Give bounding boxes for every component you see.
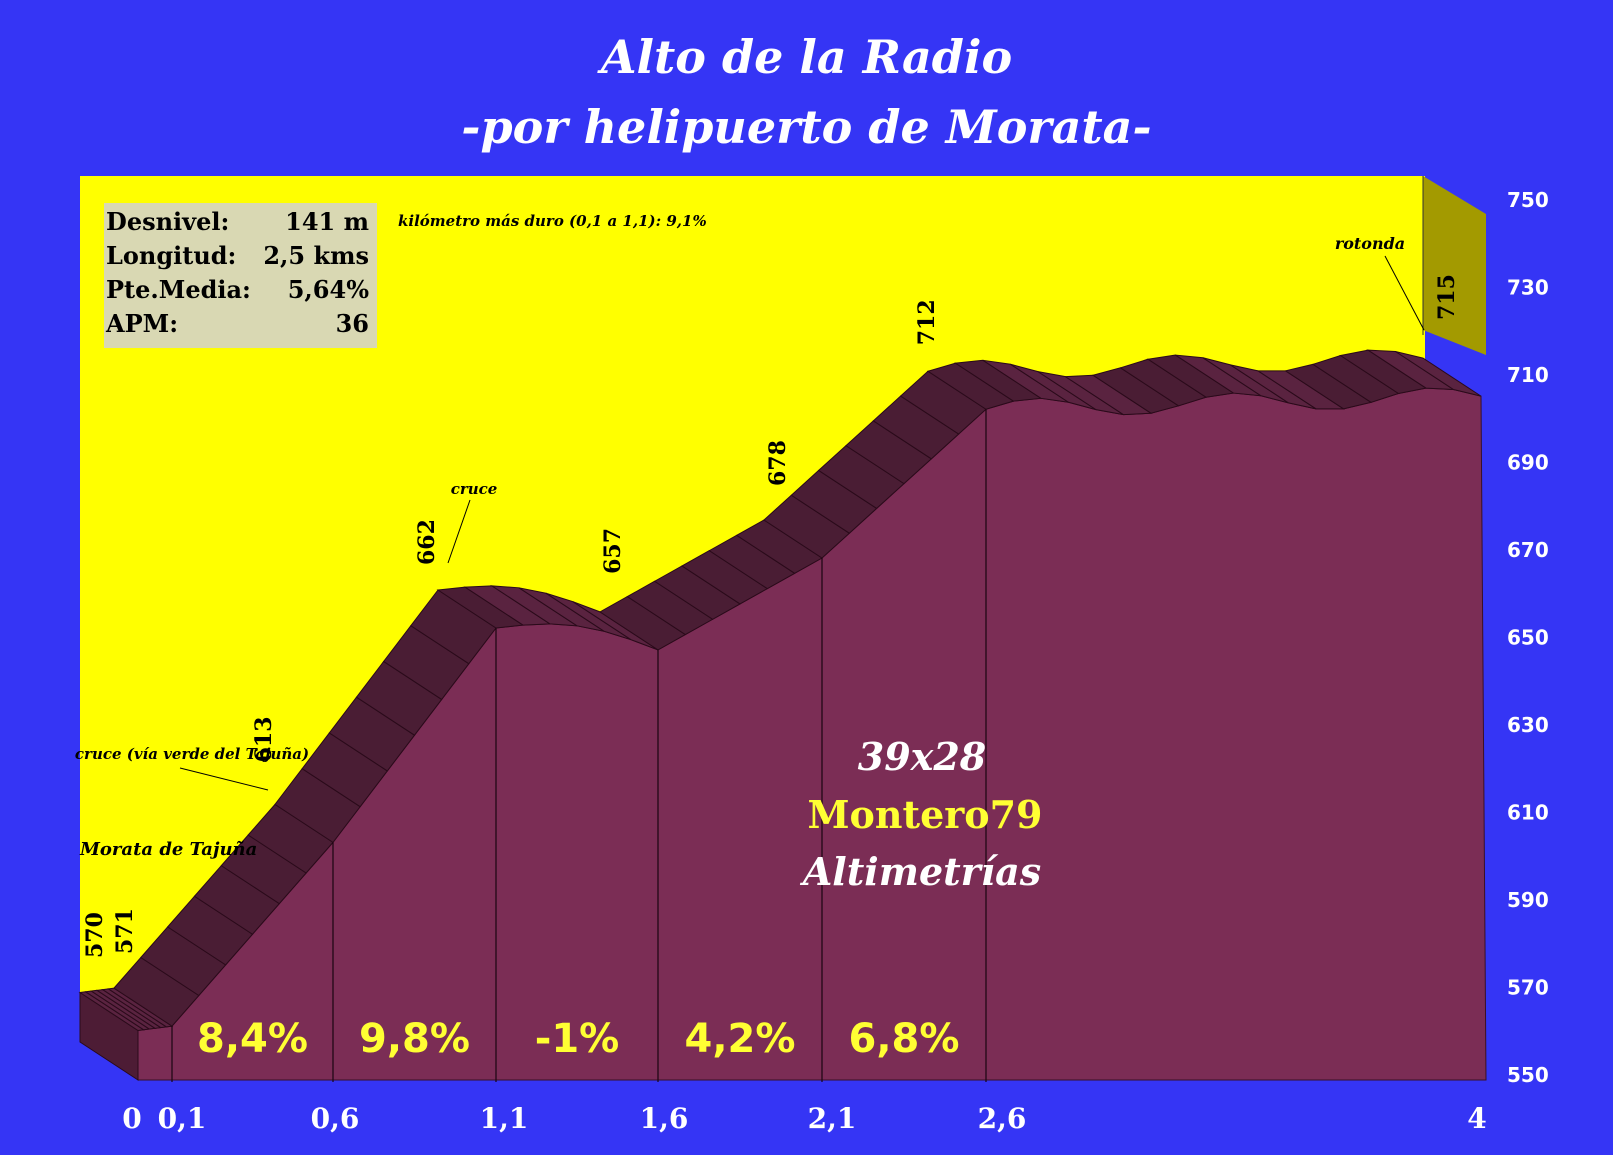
stat-value: 141 m xyxy=(285,207,369,236)
hardest-km-note: kilómetro más duro (0,1 a 1,1): 9,1% xyxy=(398,212,707,230)
stat-label: Pte.Media: xyxy=(106,275,251,304)
altitude-label: 570 xyxy=(82,912,108,958)
x-tick-label: 0,1 xyxy=(158,1102,207,1135)
stat-label: Longitud: xyxy=(106,241,237,270)
profile-top-strip xyxy=(1395,350,1482,397)
annotation-start-town: Morata de Tajuña xyxy=(79,839,257,860)
y-tick-label: 650 xyxy=(1507,626,1549,650)
segment-slope-label: 8,4% xyxy=(197,1016,308,1062)
annotation-cruce-via-verde: cruce (vía verde del Tajuña) xyxy=(75,745,309,763)
chart-right-wall xyxy=(1423,176,1486,355)
y-tick-label: 750 xyxy=(1507,188,1549,212)
annotation-rotonda: rotonda xyxy=(1335,234,1405,253)
annotation-leader-rotonda xyxy=(1384,255,1425,331)
x-tick-label: 0,6 xyxy=(311,1102,360,1135)
x-tick-label: 2,1 xyxy=(808,1102,857,1135)
y-tick-label: 570 xyxy=(1507,976,1549,1000)
y-tick-label: 630 xyxy=(1507,713,1549,737)
altitude-label: 715 xyxy=(1434,274,1460,320)
x-tick-label: 4 xyxy=(1467,1102,1486,1135)
altitude-label: 613 xyxy=(251,716,277,762)
y-tick-label: 690 xyxy=(1507,451,1549,475)
x-tick-label: 1,1 xyxy=(480,1102,529,1135)
annotation-cruce: cruce xyxy=(451,480,498,498)
stat-row-apm: APM: 36 xyxy=(106,309,369,343)
stat-label: Desnivel: xyxy=(106,207,230,236)
segment-slope-label: 4,2% xyxy=(685,1016,796,1062)
watermark-brand: Altimetrías xyxy=(800,849,1041,894)
y-tick-label: 730 xyxy=(1507,276,1549,300)
stat-value: 5,64% xyxy=(287,275,369,304)
x-tick-label: 1,6 xyxy=(640,1102,689,1135)
y-tick-label: 710 xyxy=(1507,363,1549,387)
x-tick-label: 0 xyxy=(122,1102,141,1135)
y-tick-label: 550 xyxy=(1507,1063,1549,1087)
chart-title: Alto de la Radio xyxy=(600,30,1013,84)
altitude-label: 662 xyxy=(414,519,440,565)
watermark-gear: 39x28 xyxy=(858,734,986,779)
altitude-label: 657 xyxy=(600,528,626,574)
altitude-label: 571 xyxy=(112,908,138,954)
segment-slope-label: -1% xyxy=(535,1016,620,1062)
stat-row-longitud: Longitud: 2,5 kms xyxy=(106,241,369,275)
stats-box: Desnivel: 141 m Longitud: 2,5 kms Pte.Me… xyxy=(104,203,377,348)
stat-value: 2,5 kms xyxy=(263,241,369,270)
annotation-leader-cruce-via-verde xyxy=(179,767,269,791)
altitude-label: 678 xyxy=(765,440,791,486)
watermark-author: Montero79 xyxy=(807,792,1042,837)
y-tick-label: 610 xyxy=(1507,801,1549,825)
chart-subtitle: -por helipuerto de Morata- xyxy=(461,100,1152,154)
y-tick-label: 670 xyxy=(1507,538,1549,562)
y-tick-label: 590 xyxy=(1507,888,1549,912)
altitude-label: 712 xyxy=(914,299,940,345)
stat-value: 36 xyxy=(335,309,369,338)
segment-slope-label: 9,8% xyxy=(359,1016,470,1062)
segment-slope-label: 6,8% xyxy=(849,1016,960,1062)
x-tick-label: 2,6 xyxy=(978,1102,1027,1135)
stat-row-desnivel: Desnivel: 141 m xyxy=(106,207,369,241)
annotation-leader-cruce xyxy=(447,499,471,564)
stat-label: APM: xyxy=(106,309,179,338)
stat-row-pte-media: Pte.Media: 5,64% xyxy=(106,275,369,309)
